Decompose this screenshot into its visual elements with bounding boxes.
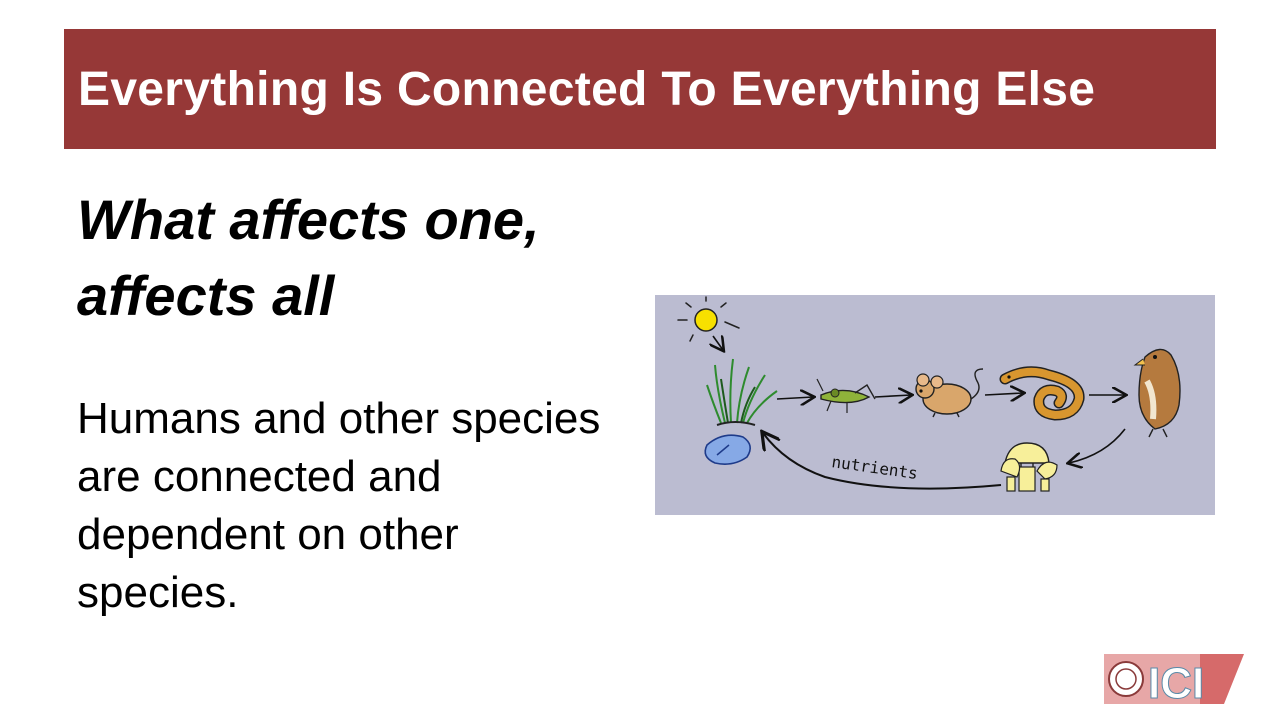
mouse-to-snake-arrow	[984, 393, 1023, 395]
snake-icon	[999, 366, 1085, 421]
ici-logo-drawing: ICI	[1104, 654, 1244, 709]
slide-body-text: Humans and other species are connected a…	[77, 394, 601, 617]
grass-icon	[706, 358, 778, 426]
ici-logo: ICI	[1104, 652, 1244, 709]
grass-to-grasshopper-arrow	[776, 397, 813, 399]
logo-text: ICI	[1148, 659, 1204, 706]
mouse-icon	[915, 368, 984, 418]
grasshopper-icon	[816, 378, 876, 413]
food-web-drawing: nutrients	[677, 296, 1181, 492]
mushroom-icon	[1000, 442, 1058, 492]
nutrients-arrow	[763, 433, 1002, 490]
hawk-icon	[1133, 348, 1181, 438]
sun-icon	[677, 296, 740, 342]
sun-to-grass-arrow	[713, 336, 723, 350]
water-icon	[704, 434, 751, 465]
title-bar: Everything Is Connected To Everything El…	[64, 29, 1216, 149]
slide-subheading: What affects one, affects all	[77, 188, 540, 327]
food-web-illustration: nutrients	[655, 295, 1215, 515]
seal-icon	[1108, 661, 1144, 697]
slide-title: Everything Is Connected To Everything El…	[78, 62, 1096, 116]
grasshopper-to-mouse-arrow	[874, 395, 911, 397]
nutrients-label: nutrients	[830, 452, 919, 483]
hawk-to-fungi-arrow	[1069, 428, 1126, 463]
